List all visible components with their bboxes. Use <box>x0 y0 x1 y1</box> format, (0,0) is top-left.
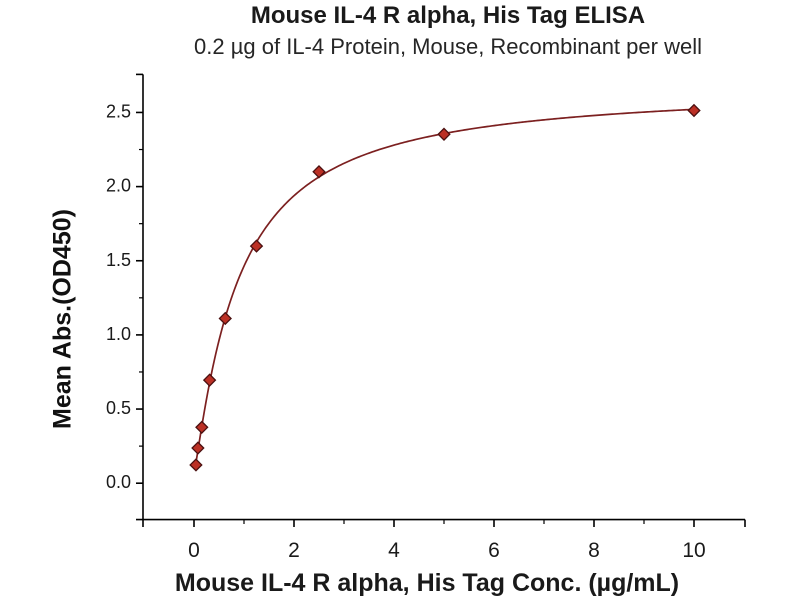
svg-text:1.5: 1.5 <box>106 250 131 270</box>
svg-text:0.2 µg of IL-4 Protein, Mouse,: 0.2 µg of IL-4 Protein, Mouse, Recombina… <box>194 34 702 59</box>
svg-text:4: 4 <box>388 539 400 562</box>
svg-text:0.0: 0.0 <box>106 472 131 492</box>
svg-text:0: 0 <box>188 539 200 562</box>
svg-text:Mean Abs.(OD450): Mean Abs.(OD450) <box>49 209 77 429</box>
svg-text:0.5: 0.5 <box>106 398 131 418</box>
svg-text:2.5: 2.5 <box>106 101 131 121</box>
svg-text:6: 6 <box>488 539 500 562</box>
svg-text:8: 8 <box>588 539 600 562</box>
svg-text:2.0: 2.0 <box>106 176 131 196</box>
svg-text:Mouse IL-4 R alpha, His Tag EL: Mouse IL-4 R alpha, His Tag ELISA <box>251 2 645 29</box>
svg-text:1.0: 1.0 <box>106 324 131 344</box>
svg-text:2: 2 <box>288 539 300 562</box>
svg-text:10: 10 <box>682 539 705 562</box>
svg-text:Mouse IL-4 R alpha, His Tag Co: Mouse IL-4 R alpha, His Tag Conc. (µg/mL… <box>175 569 679 597</box>
